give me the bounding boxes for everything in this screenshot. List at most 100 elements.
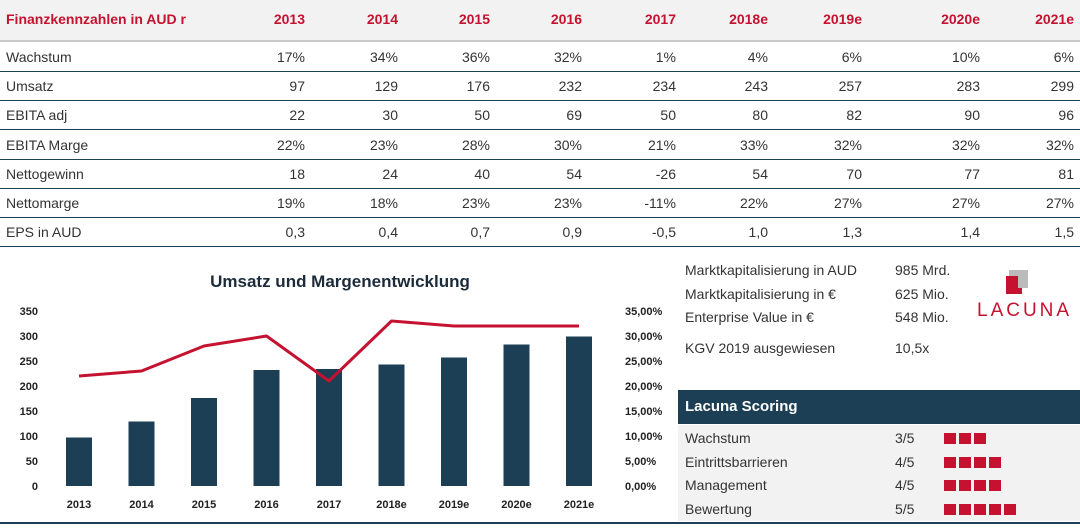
table-cell: 0,3 <box>285 224 305 241</box>
score-square <box>944 480 956 491</box>
table-cell: -0,5 <box>651 224 676 241</box>
kpi-label: Marktkapitalisierung in AUD <box>685 262 857 278</box>
y-tick-label: 50 <box>26 456 38 468</box>
table-cell: 32% <box>951 136 980 153</box>
table-cell: 23% <box>369 136 398 153</box>
table-cell: 283 <box>956 78 980 95</box>
year-header: 2018e <box>729 11 768 27</box>
table-row: Wachstum 17% 34% 36% 32% 1% 4% 6% 10% 6% <box>0 42 1080 72</box>
table-row: EBITA Marge 22% 23% 28% 30% 21% 33% 32% 32% 32% <box>0 130 1080 160</box>
table-header: Finanzkennzahlen in AUD r 2013 2014 2015 20… <box>0 0 1080 42</box>
table-cell: 129 <box>374 78 398 95</box>
scoring-value: 4/5 <box>895 477 915 493</box>
table-cell: 90 <box>964 107 980 124</box>
table-cell: 19% <box>276 195 305 211</box>
table-cell: 23% <box>461 195 490 211</box>
table-cell: 50 <box>474 107 490 124</box>
table-cell: 0,7 <box>470 224 490 241</box>
year-header: 2017 <box>644 11 676 27</box>
scoring-label: Wachstum <box>685 430 751 446</box>
table-cell: 299 <box>1050 78 1074 95</box>
scoring-title: Lacuna Scoring <box>685 398 798 415</box>
y2-tick-label: 10,00% <box>625 431 663 443</box>
kpi-label: Marktkapitalisierung in € <box>685 286 836 302</box>
score-square <box>944 456 956 468</box>
table-cell: 50 <box>660 107 676 124</box>
table-cell: 32% <box>553 49 582 65</box>
table-row: EBITA adj 22 30 50 69 50 80 82 90 96 <box>0 100 1080 131</box>
x-tick-label: 2018e <box>376 499 407 511</box>
y2-tick-label: 35,00% <box>625 306 663 318</box>
y2-tick-label: 30,00% <box>625 331 663 343</box>
row-label: Umsatz <box>6 78 54 95</box>
x-tick-label: 2015 <box>192 499 216 511</box>
row-label: Nettomarge <box>6 195 80 211</box>
table-cell: 6% <box>841 49 862 65</box>
y2-tick-label: 15,00% <box>625 406 663 418</box>
table-cell: 18% <box>369 195 398 211</box>
chart-title: Umsatz und Margenentwicklung <box>210 272 470 291</box>
year-header: 2021e <box>1035 11 1074 27</box>
bar <box>191 398 217 486</box>
score-square <box>944 433 956 444</box>
table-cell: 1% <box>655 49 676 65</box>
score-square <box>974 480 986 491</box>
bar <box>566 336 592 486</box>
row-label: Wachstum <box>6 49 72 65</box>
year-header: 2015 <box>458 11 490 27</box>
table-cell: 234 <box>652 78 676 95</box>
score-square <box>989 456 1001 468</box>
table-cell: 10% <box>951 49 980 65</box>
x-tick-label: 2020e <box>501 499 532 511</box>
scoring-label: Eintrittsbarrieren <box>685 453 788 470</box>
kpi-label: Enterprise Value in € <box>685 309 814 325</box>
table-row: Nettogewinn 18 24 40 54 -26 54 70 77 81 <box>0 159 1080 189</box>
margin-line <box>78 319 579 383</box>
year-header: 2013 <box>273 11 305 27</box>
table-cell: 0,4 <box>378 224 398 241</box>
table-cell: 21% <box>647 136 676 153</box>
scoring-row: Eintrittsbarrieren 4/5 <box>678 452 1080 475</box>
y-tick-label: 250 <box>20 356 38 368</box>
table-row: EPS in AUD 0,3 0,4 0,7 0,9 -0,5 1,0 1,3 1,4 1,5 <box>0 217 1080 248</box>
table-title: Finanzkennzahlen in AUD r <box>6 11 186 27</box>
bottom-divider <box>0 522 1080 524</box>
table-cell: 1,3 <box>842 224 862 241</box>
table-cell: 1,5 <box>1054 224 1074 241</box>
table-cell: -11% <box>644 195 676 211</box>
score-square <box>944 503 956 515</box>
x-tick-label: 2013 <box>67 499 91 511</box>
row-label: EBITA Marge <box>6 136 89 153</box>
year-header: 2020e <box>941 11 980 27</box>
bar <box>253 370 280 486</box>
table-cell: 54 <box>752 165 768 182</box>
table-cell: 30 <box>382 107 398 124</box>
bar <box>128 421 155 486</box>
table-cell: 6% <box>1053 49 1074 65</box>
score-square <box>959 480 971 491</box>
score-square <box>989 503 1001 515</box>
year-header: 2019e <box>823 11 862 27</box>
kpi-value: 625 Mio. <box>895 286 949 302</box>
table-row: Nettomarge 19% 18% 23% 23% -11% 22% 27% 27% 27% <box>0 188 1080 218</box>
logo-text: LACUNA <box>977 300 1073 321</box>
table-cell: 69 <box>566 107 582 124</box>
score-square <box>974 503 986 515</box>
bar <box>503 344 530 486</box>
scoring-row: Management 4/5 <box>678 475 1080 498</box>
y2-tick-label: 20,00% <box>625 381 663 393</box>
kpi-value: 985 Mrd. <box>895 262 951 278</box>
table-cell: 81 <box>1058 165 1074 182</box>
y-tick-label: 100 <box>20 431 38 443</box>
kpi-value: 548 Mio. <box>895 309 949 325</box>
table-cell: 232 <box>558 78 582 95</box>
scoring-value: 3/5 <box>895 430 915 446</box>
year-header: 2014 <box>366 11 398 27</box>
scoring-label: Bewertung <box>685 500 752 517</box>
table-cell: 28% <box>461 136 490 153</box>
table-cell: 77 <box>964 165 980 182</box>
y2-tick-label: 25,00% <box>625 356 663 368</box>
bar <box>378 364 405 486</box>
table-cell: 17% <box>276 49 305 65</box>
table-cell: 1,0 <box>748 224 768 241</box>
